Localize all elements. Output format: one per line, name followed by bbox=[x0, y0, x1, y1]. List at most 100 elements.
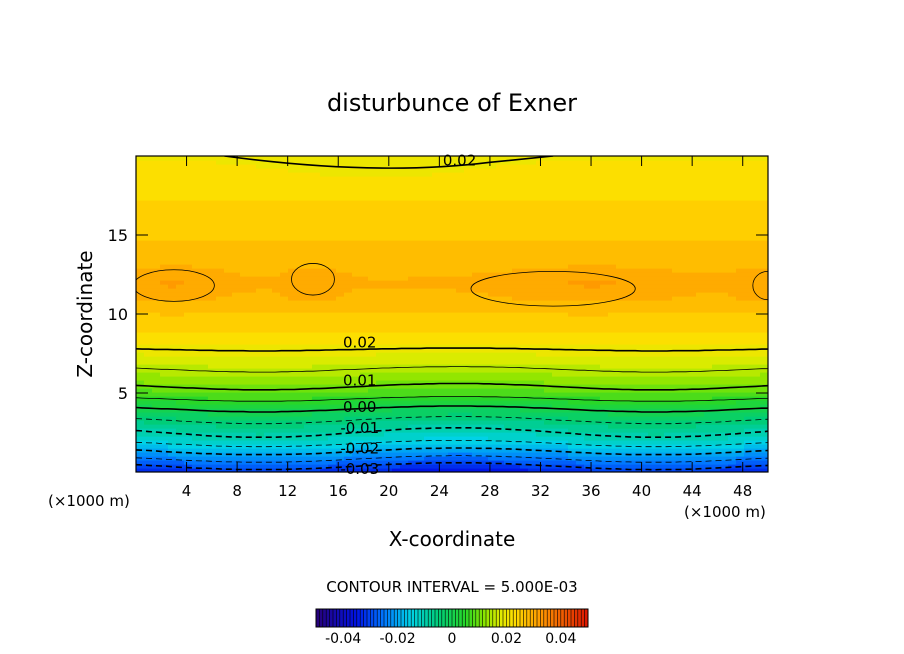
field-cell bbox=[520, 276, 529, 281]
field-cell bbox=[464, 412, 473, 417]
field-cell bbox=[584, 232, 593, 237]
field-cell bbox=[608, 388, 617, 393]
field-cell bbox=[360, 400, 369, 405]
field-cell bbox=[480, 316, 489, 321]
field-cell bbox=[392, 380, 401, 385]
field-cell bbox=[560, 408, 569, 413]
field-cell bbox=[176, 328, 185, 333]
field-cell bbox=[136, 468, 145, 472]
field-cell bbox=[624, 464, 633, 469]
field-cell bbox=[352, 332, 361, 337]
field-cell bbox=[400, 292, 409, 297]
field-cell bbox=[568, 280, 577, 285]
field-cell bbox=[456, 268, 465, 273]
field-cell bbox=[568, 400, 577, 405]
field-cell bbox=[288, 280, 297, 285]
field-cell bbox=[352, 188, 361, 193]
field-cell bbox=[176, 436, 185, 441]
field-cell bbox=[160, 256, 169, 261]
field-cell bbox=[352, 212, 361, 217]
field-cell bbox=[224, 248, 233, 253]
field-cell bbox=[360, 204, 369, 209]
field-cell bbox=[144, 468, 153, 472]
field-cell bbox=[488, 368, 497, 373]
field-cell bbox=[544, 204, 553, 209]
field-cell bbox=[208, 220, 217, 225]
field-cell bbox=[448, 392, 457, 397]
field-cell bbox=[512, 264, 521, 269]
field-cell bbox=[336, 312, 345, 317]
field-cell bbox=[224, 344, 233, 349]
field-cell bbox=[152, 412, 161, 417]
field-cell bbox=[552, 400, 561, 405]
field-cell bbox=[608, 300, 617, 305]
field-cell bbox=[168, 316, 177, 321]
field-cell bbox=[208, 352, 217, 357]
field-cell bbox=[624, 364, 633, 369]
field-cell bbox=[376, 196, 385, 201]
field-cell bbox=[256, 320, 265, 325]
field-cell bbox=[192, 312, 201, 317]
field-cell bbox=[400, 396, 409, 401]
field-cell bbox=[392, 216, 401, 221]
field-cell bbox=[560, 188, 569, 193]
field-cell bbox=[432, 380, 441, 385]
field-cell bbox=[136, 188, 145, 193]
field-cell bbox=[256, 260, 265, 265]
field-cell bbox=[176, 340, 185, 345]
field-cell bbox=[144, 308, 153, 313]
field-cell bbox=[576, 160, 585, 165]
field-cell bbox=[568, 260, 577, 265]
field-cell bbox=[288, 192, 297, 197]
field-cell bbox=[192, 204, 201, 209]
field-cell bbox=[424, 396, 433, 401]
field-cell bbox=[624, 208, 633, 213]
field-cell bbox=[488, 276, 497, 281]
field-cell bbox=[440, 348, 449, 353]
field-cell bbox=[368, 344, 377, 349]
field-cell bbox=[264, 416, 273, 421]
field-cell bbox=[136, 372, 145, 377]
field-cell bbox=[368, 308, 377, 313]
field-cell bbox=[632, 280, 641, 285]
field-cell bbox=[192, 276, 201, 281]
field-cell bbox=[160, 232, 169, 237]
field-cell bbox=[384, 352, 393, 357]
field-cell bbox=[616, 168, 625, 173]
field-cell bbox=[272, 220, 281, 225]
field-cell bbox=[280, 372, 289, 377]
field-cell bbox=[176, 176, 185, 181]
field-cell bbox=[520, 420, 529, 425]
field-cell bbox=[368, 264, 377, 269]
field-cell bbox=[152, 240, 161, 245]
field-cell bbox=[624, 272, 633, 277]
field-cell bbox=[296, 300, 305, 305]
field-cell bbox=[480, 372, 489, 377]
field-cell bbox=[152, 460, 161, 465]
field-cell bbox=[488, 264, 497, 269]
field-cell bbox=[208, 204, 217, 209]
field-cell bbox=[600, 404, 609, 409]
field-cell bbox=[200, 180, 209, 185]
field-cell bbox=[416, 324, 425, 329]
field-cell bbox=[472, 452, 481, 457]
field-cell bbox=[512, 184, 521, 189]
field-cell bbox=[144, 252, 153, 257]
field-cell bbox=[208, 320, 217, 325]
field-cell bbox=[328, 344, 337, 349]
field-cell bbox=[264, 156, 273, 161]
field-cell bbox=[344, 460, 353, 465]
field-cell bbox=[304, 168, 313, 173]
field-cell bbox=[496, 400, 505, 405]
field-cell bbox=[552, 256, 561, 261]
field-cell bbox=[248, 324, 257, 329]
field-cell bbox=[632, 292, 641, 297]
field-cell bbox=[224, 280, 233, 285]
field-cell bbox=[296, 460, 305, 465]
field-cell bbox=[624, 316, 633, 321]
field-cell bbox=[256, 360, 265, 365]
field-cell bbox=[344, 380, 353, 385]
field-cell bbox=[616, 260, 625, 265]
field-cell bbox=[624, 304, 633, 309]
field-cell bbox=[256, 328, 265, 333]
